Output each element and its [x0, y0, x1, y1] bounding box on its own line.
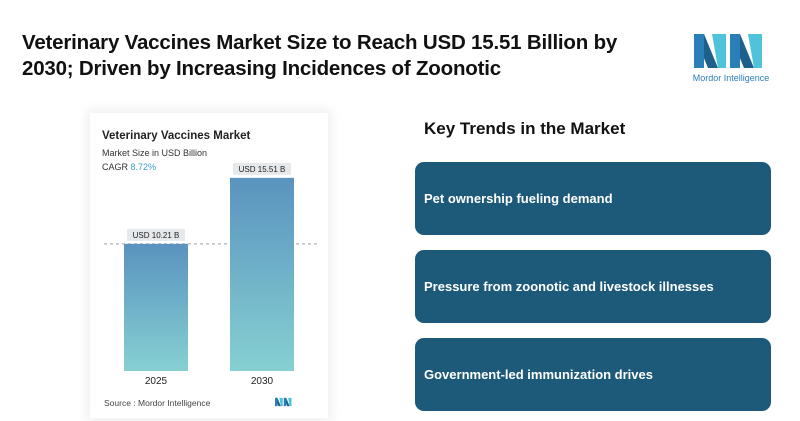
trends-title: Key Trends in the Market	[424, 119, 626, 138]
trend-card-immunization-drives: Government-led immunization drives	[415, 338, 771, 411]
chart-card	[90, 113, 328, 418]
trend-card-zoonotic-pressure: Pressure from zoonotic and livestock ill…	[415, 250, 771, 323]
cagr-label: CAGR	[102, 162, 129, 172]
chart-source: Source : Mordor Intelligence	[104, 398, 211, 408]
chart-subtitle: Market Size in USD Billion	[102, 148, 208, 158]
brand-logo: Mordor Intelligence	[690, 30, 772, 86]
trend-card-pet-ownership: Pet ownership fueling demand	[415, 162, 771, 235]
chart-cagr: CAGR 8.72%	[102, 162, 156, 172]
page-title: Veterinary Vaccines Market Size to Reach…	[22, 31, 618, 80]
mordor-intelligence-logo-icon	[694, 34, 762, 68]
cagr-value: 8.72%	[130, 162, 157, 172]
chart-title: Veterinary Vaccines Market	[102, 130, 251, 142]
source-logo-icon	[274, 397, 292, 407]
brand-name: Mordor Intelligence	[692, 73, 770, 83]
